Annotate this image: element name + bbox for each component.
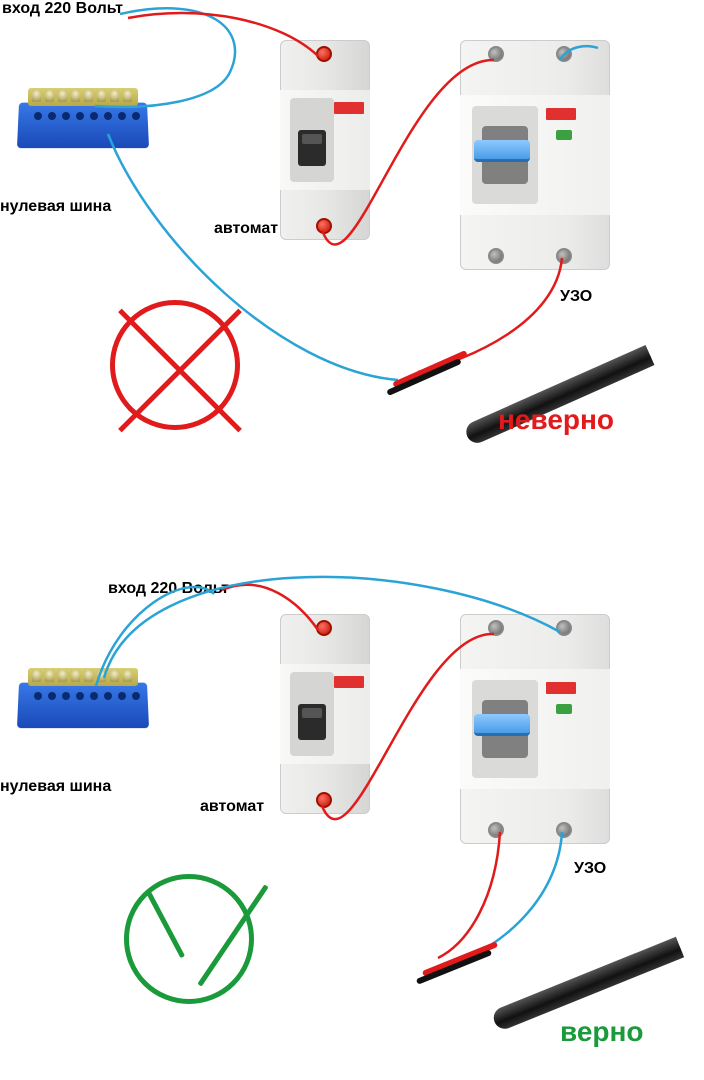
label-neutral-bus-bottom: нулевая шина <box>0 778 111 796</box>
breaker-terminal-top <box>316 620 332 636</box>
neutral-bus-top <box>18 88 148 148</box>
panel-wrong: вход 220 Вольт нулевая шина автомат УЗО <box>0 0 704 520</box>
breaker-switch-icon <box>298 130 326 166</box>
label-input-top: вход 220 Вольт <box>2 0 123 18</box>
label-breaker-top: автомат <box>214 220 278 238</box>
rcd-terminal-bot-l <box>488 822 504 838</box>
neutral-bus-bottom <box>18 668 148 728</box>
label-breaker-bottom: автомат <box>200 798 264 816</box>
breaker-terminal-bottom <box>316 792 332 808</box>
rcd-terminal-top-n <box>556 620 572 636</box>
breaker-switch-icon <box>298 704 326 740</box>
rcd-lever-icon <box>474 714 530 736</box>
rcd-terminal-bot-n <box>556 822 572 838</box>
rcd-bottom <box>460 614 610 844</box>
panel-correct: вход 220 Вольт нулевая шина автомат УЗО <box>0 540 704 1060</box>
rcd-lever-icon <box>474 140 530 162</box>
result-wrong: неверно <box>498 404 614 436</box>
wrong-symbol-icon <box>110 300 240 430</box>
rcd-terminal-bot-n <box>556 248 572 264</box>
label-input-bottom: вход 220 Вольт <box>108 580 229 598</box>
rcd-top <box>460 40 610 270</box>
rcd-terminal-top-l <box>488 620 504 636</box>
label-rcd-bottom: УЗО <box>574 860 606 878</box>
circuit-breaker-top <box>280 40 370 240</box>
rcd-terminal-bot-l <box>488 248 504 264</box>
rcd-terminal-top-n <box>556 46 572 62</box>
breaker-terminal-bottom <box>316 218 332 234</box>
rcd-terminal-top-l <box>488 46 504 62</box>
correct-symbol-icon <box>124 874 254 1004</box>
wire-rcd-to-cable <box>418 258 562 372</box>
result-correct: верно <box>560 1016 644 1048</box>
wire-rcd-n-to-cable <box>452 832 562 964</box>
label-neutral-bus-top: нулевая шина <box>0 198 111 216</box>
wire-rcd-l-to-cable <box>438 832 500 958</box>
label-rcd-top: УЗО <box>560 288 592 306</box>
circuit-breaker-bottom <box>280 614 370 814</box>
breaker-terminal-top <box>316 46 332 62</box>
